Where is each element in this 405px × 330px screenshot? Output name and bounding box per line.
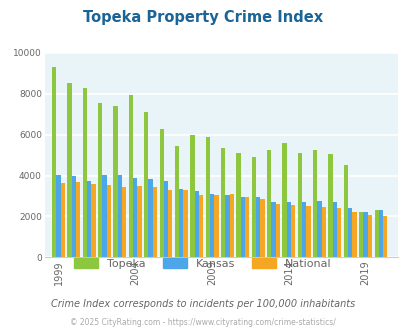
Bar — [220, 148, 225, 257]
Bar — [190, 135, 194, 257]
Bar — [328, 154, 332, 257]
Bar — [343, 165, 347, 257]
Bar — [52, 67, 56, 257]
Bar — [358, 213, 362, 257]
Legend: Topeka, Kansas, National: Topeka, Kansas, National — [69, 254, 336, 273]
Bar — [87, 181, 91, 257]
Bar — [117, 175, 122, 257]
Bar — [382, 216, 386, 257]
Bar — [321, 207, 325, 257]
Bar — [76, 182, 80, 257]
Bar — [128, 95, 133, 257]
Bar — [301, 202, 306, 257]
Bar — [159, 128, 164, 257]
Bar — [133, 178, 137, 257]
Bar — [290, 205, 294, 257]
Bar — [205, 137, 209, 257]
Bar — [229, 194, 233, 257]
Bar — [374, 210, 378, 257]
Bar — [209, 194, 214, 257]
Bar — [251, 157, 255, 257]
Bar — [275, 204, 279, 257]
Bar — [148, 179, 152, 257]
Bar — [60, 183, 65, 257]
Bar — [67, 83, 72, 257]
Bar — [168, 190, 172, 257]
Bar — [255, 197, 260, 257]
Text: Topeka Property Crime Index: Topeka Property Crime Index — [83, 10, 322, 25]
Bar — [164, 181, 168, 257]
Bar — [312, 150, 317, 257]
Bar — [113, 106, 117, 257]
Bar — [98, 103, 102, 257]
Bar — [56, 175, 60, 257]
Bar — [271, 202, 275, 257]
Bar — [198, 195, 202, 257]
Text: Crime Index corresponds to incidents per 100,000 inhabitants: Crime Index corresponds to incidents per… — [51, 299, 354, 309]
Bar — [367, 215, 371, 257]
Bar — [183, 190, 188, 257]
Bar — [83, 87, 87, 257]
Bar — [260, 199, 264, 257]
Bar — [102, 175, 107, 257]
Bar — [175, 146, 179, 257]
Bar — [332, 202, 336, 257]
Bar — [378, 210, 382, 257]
Bar — [107, 185, 111, 257]
Bar — [194, 191, 198, 257]
Bar — [152, 187, 157, 257]
Bar — [236, 153, 240, 257]
Bar — [306, 206, 310, 257]
Bar — [347, 208, 352, 257]
Bar — [144, 112, 148, 257]
Bar — [317, 201, 321, 257]
Bar — [286, 202, 290, 257]
Bar — [214, 195, 218, 257]
Bar — [266, 150, 271, 257]
Bar — [244, 197, 249, 257]
Bar — [352, 213, 356, 257]
Bar — [336, 208, 341, 257]
Bar — [179, 189, 183, 257]
Bar — [122, 187, 126, 257]
Bar — [282, 143, 286, 257]
Bar — [240, 197, 244, 257]
Bar — [297, 153, 301, 257]
Bar — [362, 213, 367, 257]
Bar — [72, 176, 76, 257]
Bar — [91, 184, 96, 257]
Text: © 2025 CityRating.com - https://www.cityrating.com/crime-statistics/: © 2025 CityRating.com - https://www.city… — [70, 318, 335, 327]
Bar — [225, 195, 229, 257]
Bar — [137, 186, 141, 257]
